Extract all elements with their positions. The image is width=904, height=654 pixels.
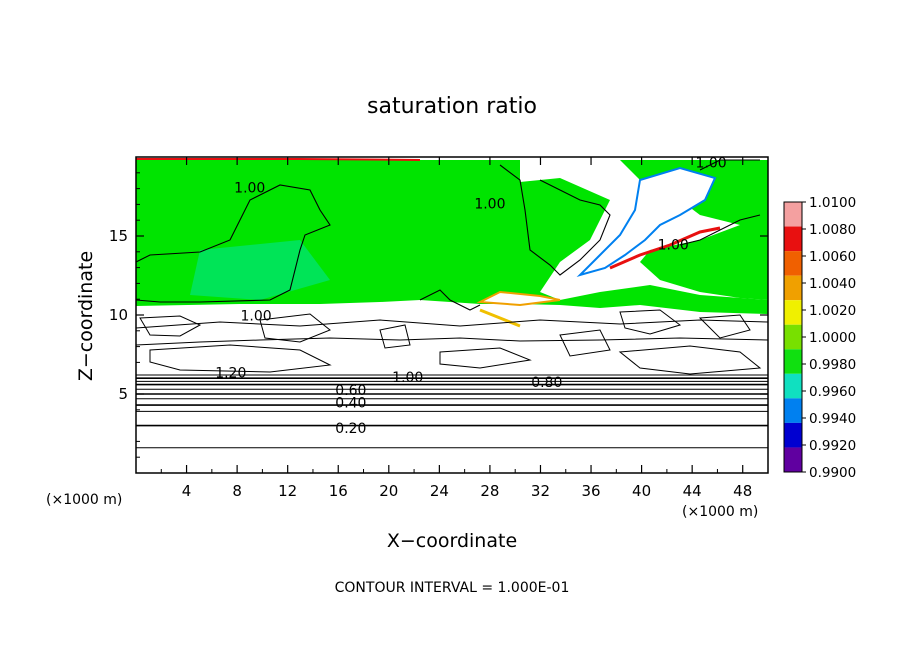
y-axis-unit: (×1000 m) bbox=[46, 492, 122, 508]
colorbar-swatch bbox=[784, 422, 802, 448]
contour-label: 1.00 bbox=[392, 370, 423, 386]
contour-line bbox=[619, 309, 682, 335]
y-tick-label: 15 bbox=[109, 227, 128, 245]
contour-label: 0.80 bbox=[531, 375, 562, 391]
contour-line bbox=[135, 337, 769, 346]
colorbar-swatch bbox=[784, 226, 802, 252]
colorbar-swatch bbox=[784, 202, 802, 227]
colorbar-swatch bbox=[784, 275, 802, 301]
contour-line bbox=[149, 344, 332, 373]
contour-label: 0.40 bbox=[335, 395, 366, 411]
colorbar-label: 1.0080 bbox=[809, 222, 856, 238]
contour-line bbox=[139, 315, 202, 337]
contour-label: 1.00 bbox=[240, 309, 271, 325]
colorbar-swatch bbox=[784, 447, 802, 472]
y-axis: 5 10 15 bbox=[109, 172, 768, 458]
x-tick-label: 44 bbox=[683, 482, 702, 500]
contour-line bbox=[259, 313, 331, 343]
x-tick-label: 40 bbox=[632, 482, 651, 500]
saturated-light-patch bbox=[190, 240, 330, 300]
colorbar-swatch bbox=[784, 398, 802, 423]
contour-label: 1.00 bbox=[474, 196, 505, 212]
colorbar-swatch bbox=[784, 349, 802, 374]
contour-line bbox=[439, 347, 532, 369]
colorbar-label: 0.9900 bbox=[809, 465, 856, 481]
contour-line bbox=[419, 289, 481, 311]
x-tick-label: 24 bbox=[430, 482, 449, 500]
contour-line bbox=[379, 324, 411, 349]
contour-label-layer: 1.00 1.00 1.00 1.00 1.00 1.20 1.00 0.80 0.600.40… bbox=[215, 155, 727, 437]
colorbar-label: 1.0040 bbox=[809, 276, 856, 292]
mixed-layer-contours bbox=[135, 309, 769, 375]
colorbar-label: 0.9920 bbox=[809, 438, 856, 454]
contour-line bbox=[499, 164, 611, 276]
contour-label: 1.00 bbox=[696, 155, 727, 171]
subsaturated-hole-2 bbox=[476, 290, 561, 307]
colorbar-label: 1.0020 bbox=[809, 303, 856, 319]
level-contours bbox=[136, 374, 768, 449]
colorbar-label: 0.9980 bbox=[809, 357, 856, 373]
contour-label: 0.20 bbox=[335, 421, 366, 437]
supersaturated-band-2 bbox=[479, 308, 521, 328]
x-axis-label: X−coordinate bbox=[387, 530, 517, 552]
x-tick-label: 12 bbox=[278, 482, 297, 500]
x-axis-unit: (×1000 m) bbox=[682, 504, 758, 520]
y-tick-label: 5 bbox=[118, 385, 128, 403]
x-tick-label: 36 bbox=[581, 482, 600, 500]
x-tick-label: 28 bbox=[480, 482, 499, 500]
y-axis-label: Z−coordinate bbox=[75, 251, 97, 381]
x-tick-label: 20 bbox=[379, 482, 398, 500]
contour-line bbox=[559, 329, 611, 357]
colorbar: 1.0100 1.0080 1.0060 1.0040 1.0020 1.0000 0.99… bbox=[783, 195, 856, 481]
colorbar-label: 1.0060 bbox=[809, 249, 856, 265]
contour-line bbox=[618, 345, 762, 375]
contour-lines bbox=[135, 159, 761, 311]
saturated-region-right bbox=[620, 160, 768, 300]
colorbar-label: 0.9960 bbox=[809, 384, 856, 400]
colorbar-swatch bbox=[784, 300, 802, 325]
x-tick-label: 8 bbox=[232, 482, 242, 500]
chart-title: saturation ratio bbox=[367, 94, 537, 119]
colorbar-label: 1.0100 bbox=[809, 195, 856, 211]
x-tick-label: 16 bbox=[329, 482, 348, 500]
x-tick-label: 4 bbox=[182, 482, 192, 500]
contour-label: 0.60 bbox=[335, 383, 366, 399]
subsaturated-hole bbox=[576, 166, 717, 277]
x-tick-label: 32 bbox=[531, 482, 550, 500]
plot-area: 1.00 1.00 1.00 1.00 1.00 1.20 1.00 0.80 0.600.40… bbox=[135, 155, 769, 474]
colorbar-label: 0.9940 bbox=[809, 411, 856, 427]
supersaturated-band-3 bbox=[136, 158, 421, 161]
colorbar-swatch bbox=[784, 373, 802, 399]
contour-line bbox=[698, 314, 751, 339]
contour-interval-note: CONTOUR INTERVAL = 1.000E-01 bbox=[335, 580, 570, 596]
supersaturated-band bbox=[609, 226, 721, 270]
contour-label: 1.00 bbox=[658, 237, 689, 253]
contour-line bbox=[679, 214, 761, 246]
contour-label: 1.00 bbox=[234, 181, 265, 197]
contour-line bbox=[135, 184, 331, 303]
x-tick-label: 48 bbox=[733, 482, 752, 500]
contour-line bbox=[699, 159, 760, 171]
colorbar-swatch bbox=[784, 324, 802, 350]
colorbar-swatch bbox=[784, 251, 802, 276]
contour-label: 1.20 bbox=[215, 365, 246, 381]
contour-line bbox=[135, 319, 769, 329]
colorbar-label: 1.0000 bbox=[809, 330, 856, 346]
x-axis: 4 8 12 16 20 24 28 32 36 40 44 48 bbox=[160, 157, 752, 500]
y-tick-label: 10 bbox=[109, 306, 128, 324]
